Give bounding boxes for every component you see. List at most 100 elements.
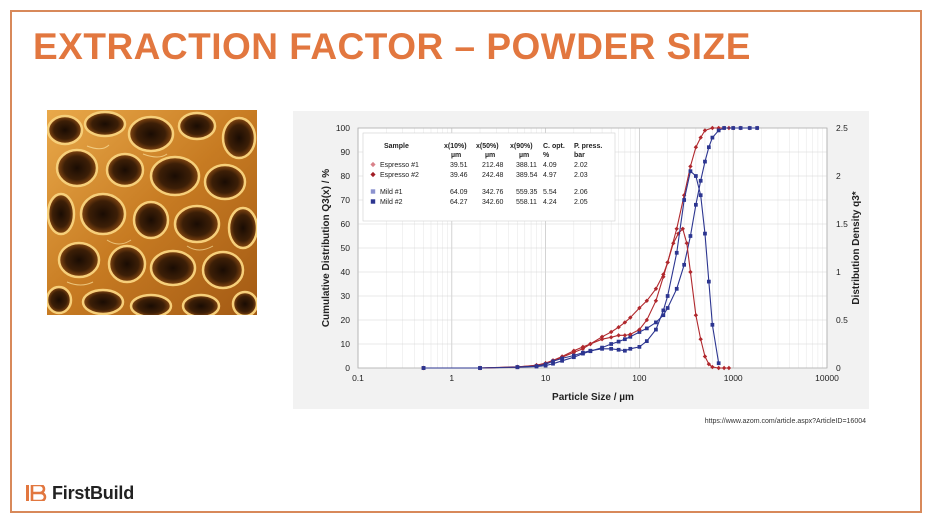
data-point bbox=[478, 366, 482, 370]
data-point bbox=[623, 348, 627, 353]
data-point bbox=[628, 315, 633, 320]
data-point bbox=[616, 347, 621, 352]
data-point bbox=[710, 322, 715, 327]
legend-cell: 4.97 bbox=[543, 172, 557, 179]
x-axis-label: Particle Size / µm bbox=[552, 392, 634, 403]
y-right-tick-label: 1 bbox=[836, 267, 841, 277]
data-point bbox=[671, 241, 676, 246]
legend-unit-copt: % bbox=[543, 152, 550, 159]
data-point bbox=[684, 241, 689, 246]
data-point bbox=[722, 126, 726, 130]
data-point bbox=[688, 169, 693, 174]
legend-header-x50: x(50%) bbox=[476, 143, 499, 150]
data-point bbox=[688, 269, 693, 275]
firstbuild-logo: FirstBuild bbox=[26, 482, 134, 504]
y-left-tick-label: 80 bbox=[341, 171, 351, 181]
legend-header-copt: C. opt. bbox=[543, 143, 565, 150]
legend-unit-x10: µm bbox=[451, 152, 461, 159]
data-point bbox=[665, 260, 670, 265]
data-point bbox=[644, 326, 649, 331]
legend-table: Sample x(10%) x(50%) x(90%) C. opt. P. p… bbox=[362, 132, 616, 222]
data-point bbox=[682, 198, 687, 202]
x-tick-label: 0.1 bbox=[352, 373, 364, 383]
series-line bbox=[423, 127, 758, 369]
x-tick-label: 10000 bbox=[815, 373, 839, 383]
data-point bbox=[644, 317, 650, 323]
legend-box bbox=[362, 132, 616, 222]
y-left-tick-label: 20 bbox=[341, 315, 351, 325]
data-point bbox=[571, 353, 576, 358]
y-right-tick-label: 2 bbox=[836, 171, 841, 181]
data-point bbox=[637, 305, 642, 311]
data-point bbox=[644, 339, 649, 343]
legend-marker bbox=[370, 161, 376, 168]
y-left-tick-label: 100 bbox=[336, 123, 350, 133]
legend-cell: 342.60 bbox=[482, 199, 504, 206]
legend-cell: 389.54 bbox=[516, 172, 538, 179]
legend-cell: 558.11 bbox=[516, 199, 537, 206]
x-tick-label: 10 bbox=[541, 373, 551, 383]
data-point bbox=[661, 308, 666, 313]
data-point bbox=[731, 126, 736, 130]
data-point bbox=[608, 329, 614, 335]
data-point bbox=[551, 359, 555, 364]
data-point bbox=[703, 159, 707, 164]
legend-header-sample: Sample bbox=[384, 143, 409, 150]
legend-header-x90: x(90%) bbox=[510, 143, 533, 150]
chart-canvas: 0.1 1 10 100 1000 100000102030405060708090100… bbox=[293, 111, 869, 409]
plot-border bbox=[357, 127, 828, 369]
series-layer bbox=[421, 125, 760, 371]
legend-sample-label: Espresso #2 bbox=[380, 172, 419, 179]
data-point bbox=[628, 346, 633, 351]
data-point bbox=[706, 279, 711, 284]
data-point bbox=[682, 262, 687, 267]
legend-cell: 64.09 bbox=[450, 189, 468, 196]
source-citation[interactable]: https://www.azom.com/article.aspx?Articl… bbox=[704, 418, 866, 425]
legend-sample-label: Mild #1 bbox=[380, 189, 403, 196]
x-tick-label: 1000 bbox=[724, 373, 743, 383]
data-point bbox=[710, 135, 715, 140]
legend-rows: Espresso #1 39.51 212.48 388.11 4.09 2.02 Espr… bbox=[370, 161, 588, 206]
legend-marker bbox=[370, 189, 376, 194]
legend-marker bbox=[370, 199, 376, 204]
legend-cell: 2.03 bbox=[574, 172, 588, 179]
y-left-tick-label: 10 bbox=[341, 339, 351, 349]
x-tick-label: 100 bbox=[632, 373, 646, 383]
legend-header-x10: x(10%) bbox=[444, 143, 467, 150]
data-point bbox=[560, 358, 564, 363]
y-right-tick-label: 1.5 bbox=[836, 219, 848, 229]
y-left-tick-label: 90 bbox=[341, 147, 351, 157]
data-point bbox=[680, 226, 685, 231]
data-point bbox=[674, 286, 679, 291]
data-point bbox=[698, 135, 703, 140]
data-point bbox=[653, 286, 659, 291]
data-point bbox=[616, 339, 621, 344]
data-point bbox=[609, 342, 614, 346]
y-left-tick-label: 0 bbox=[345, 363, 350, 373]
legend-cell: 39.46 bbox=[450, 172, 468, 179]
y-right-tick-label: 0 bbox=[836, 363, 841, 373]
y-right-tick-label: 0.5 bbox=[836, 315, 848, 325]
data-point bbox=[616, 325, 621, 330]
data-point bbox=[698, 193, 703, 198]
data-point bbox=[628, 334, 633, 339]
legend-cell: 242.48 bbox=[482, 172, 504, 179]
legend-cell: 5.54 bbox=[543, 189, 557, 196]
data-point bbox=[421, 366, 426, 370]
particle-size-chart: 0.1 1 10 100 1000 10000 0 10 20 30 40 50 60 70 80 90 100… bbox=[293, 111, 869, 409]
legend-unit-x50: µm bbox=[485, 152, 495, 159]
series-line bbox=[423, 127, 758, 369]
data-point bbox=[551, 361, 555, 366]
legend-cell: 2.02 bbox=[574, 162, 588, 169]
data-point bbox=[580, 344, 586, 350]
data-point bbox=[637, 327, 642, 332]
data-point bbox=[588, 348, 593, 353]
data-point bbox=[654, 327, 658, 332]
legend-sample-label: Mild #2 bbox=[380, 199, 403, 206]
data-point bbox=[747, 126, 752, 130]
logo-text: FirstBuild bbox=[52, 482, 134, 503]
legend-cell: 64.27 bbox=[450, 199, 468, 206]
legend-cell: 2.06 bbox=[574, 189, 588, 196]
legend-cell: 39.51 bbox=[450, 162, 468, 169]
data-point bbox=[694, 202, 698, 207]
